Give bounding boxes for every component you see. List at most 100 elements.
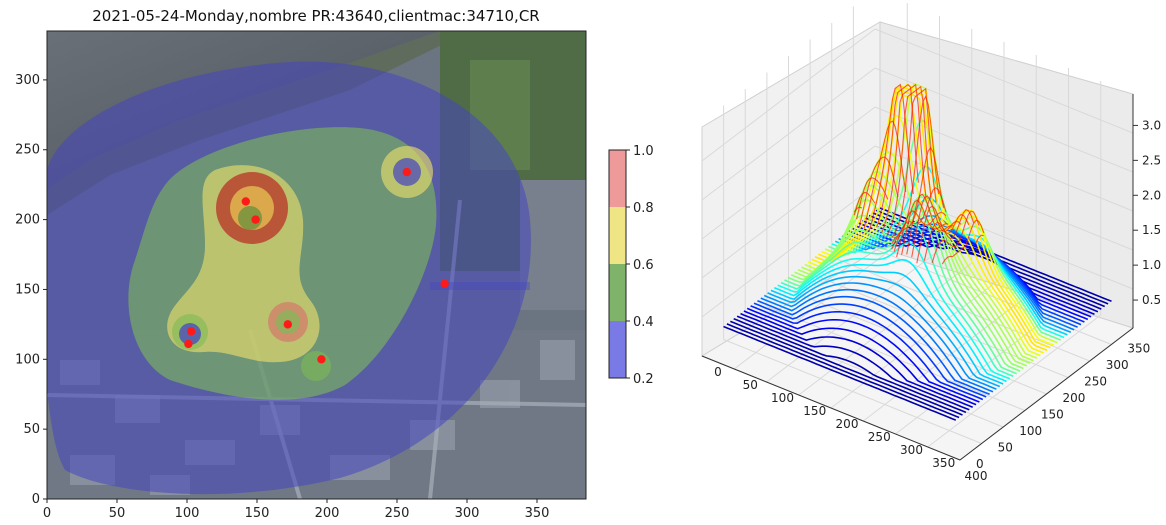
y-tick-label: 50 bbox=[23, 422, 40, 437]
data-point bbox=[241, 197, 250, 206]
x-tick-label-3d: 50 bbox=[743, 378, 758, 392]
surface-contour-line bbox=[736, 315, 970, 411]
y-tick-label-3d: 200 bbox=[1063, 391, 1086, 405]
x-tick-label: 350 bbox=[525, 506, 550, 521]
y-tick-label: 100 bbox=[15, 352, 40, 367]
surface-contour-line bbox=[733, 318, 967, 414]
surface-contour-line bbox=[763, 282, 997, 390]
map-image bbox=[47, 31, 586, 499]
y-axis: 0 50 100 150 200 250 300 bbox=[15, 73, 47, 507]
y-tick-label: 0 bbox=[32, 492, 40, 507]
surface-plot bbox=[723, 82, 1112, 421]
z-ticks-3d: 0.5 1.0 1.5 2.0 2.5 3.0 bbox=[1133, 118, 1161, 307]
surface-peak-line bbox=[868, 83, 914, 232]
surface-contour-line bbox=[777, 241, 1011, 380]
colorbar-bin bbox=[609, 321, 626, 378]
y-tick-label: 200 bbox=[15, 213, 40, 228]
z-tick-label-3d: 3.0 bbox=[1142, 118, 1161, 132]
data-point bbox=[184, 339, 193, 349]
x-tick-label: 150 bbox=[245, 506, 270, 521]
y-axis-3d bbox=[959, 327, 1134, 461]
surface-contour-line bbox=[865, 217, 1099, 313]
y-tick-label: 250 bbox=[15, 143, 40, 158]
colorbar-bin bbox=[609, 150, 626, 207]
data-point bbox=[251, 215, 260, 224]
surface-contour-line bbox=[726, 323, 960, 419]
heatmap-title: 2021-05-24-Monday,nombre PR:43640,client… bbox=[92, 7, 539, 25]
colorbar-tick-label: 1.0 bbox=[633, 144, 654, 159]
z-tick-label-3d: 2.0 bbox=[1142, 188, 1161, 202]
surface-peak-line bbox=[906, 193, 954, 255]
y-tick-label-3d: 100 bbox=[1019, 424, 1042, 438]
x-tick-label-3d: 250 bbox=[868, 430, 891, 444]
x-tick-label: 0 bbox=[43, 506, 51, 521]
surface-peak-line bbox=[881, 83, 927, 233]
z-tick-label-3d: 1.5 bbox=[1142, 223, 1161, 237]
y-tick-label-3d: 50 bbox=[998, 441, 1013, 455]
y-tick-label-3d: 250 bbox=[1084, 375, 1107, 389]
x-tick-label-3d: 150 bbox=[803, 404, 826, 418]
surface-contour-line bbox=[740, 312, 974, 408]
z-tick-label-3d: 0.5 bbox=[1142, 293, 1161, 307]
colorbar-bin bbox=[609, 207, 626, 264]
surface-peak-line bbox=[911, 195, 962, 258]
surface-contour-line bbox=[767, 275, 1001, 388]
surface-contour-line bbox=[757, 295, 990, 396]
x-tick-label: 300 bbox=[455, 506, 480, 521]
surface-panel: 0 50 100 150 200 250 300 350 400 0 50 100 150 200 250… bbox=[700, 3, 1161, 483]
plot-frame bbox=[46, 30, 587, 500]
x-axis: 0 50 100 150 200 250 300 350 bbox=[43, 499, 550, 521]
surface-peak-line bbox=[886, 85, 932, 237]
x-ticks-3d: 0 50 100 150 200 250 300 350 400 bbox=[714, 365, 987, 483]
x-tick-label: 250 bbox=[385, 506, 410, 521]
x-axis-3d bbox=[701, 355, 961, 461]
data-point bbox=[402, 167, 411, 177]
grid-3d bbox=[701, 3, 1134, 448]
surface-contour-line bbox=[743, 310, 977, 406]
x-tick-label-3d: 300 bbox=[900, 443, 923, 457]
x-tick-label-3d: 200 bbox=[836, 417, 859, 431]
surface-contour-line bbox=[730, 320, 963, 416]
surface-peak-line bbox=[975, 234, 984, 244]
surface-contour-line bbox=[770, 269, 1004, 385]
colorbar: 0.2 0.4 0.6 0.8 1.0 bbox=[608, 144, 654, 387]
surface-contour-line bbox=[723, 325, 957, 421]
surface-peak-line bbox=[858, 156, 899, 228]
colorbar-tick-label: 0.4 bbox=[633, 315, 654, 330]
surface-peak-line bbox=[931, 210, 980, 264]
surface-contour-line bbox=[753, 302, 987, 398]
y-tick-label: 150 bbox=[15, 282, 40, 297]
y-ticks-3d: 0 50 100 150 200 250 300 350 bbox=[976, 342, 1150, 472]
y-tick-label: 300 bbox=[15, 73, 40, 88]
surface-peak-line bbox=[856, 177, 889, 220]
surface-peak-line bbox=[901, 199, 949, 255]
scatter-points bbox=[184, 167, 449, 364]
surface-peak-line bbox=[863, 120, 907, 229]
surface-contour-line bbox=[746, 307, 980, 403]
y-tick-label-3d: 350 bbox=[1127, 342, 1150, 356]
x-tick-label: 100 bbox=[175, 506, 200, 521]
y-tick-label-3d: 150 bbox=[1041, 408, 1064, 422]
peak-center bbox=[238, 206, 262, 230]
y-tick-label-3d: 300 bbox=[1106, 358, 1129, 372]
hotspot-s bbox=[301, 351, 331, 381]
x-tick-label-3d: 400 bbox=[965, 469, 988, 483]
surface-peak-line bbox=[876, 83, 919, 228]
data-point bbox=[440, 279, 449, 289]
data-point bbox=[283, 320, 292, 329]
surface-contour-line bbox=[760, 288, 994, 393]
heatmap-panel: 2021-05-24-Monday,nombre PR:43640,client… bbox=[15, 7, 654, 521]
surface-peak-line bbox=[941, 219, 985, 265]
surface-peak-line bbox=[923, 209, 975, 261]
x-tick-label-3d: 100 bbox=[771, 391, 794, 405]
data-point bbox=[187, 327, 196, 336]
surface-contour-line bbox=[750, 305, 984, 401]
z-tick-label-3d: 1.0 bbox=[1142, 258, 1161, 272]
data-point bbox=[317, 355, 326, 364]
surface-contour-line bbox=[774, 258, 1007, 383]
z-tick-label-3d: 2.5 bbox=[1142, 153, 1161, 167]
x-tick-label: 200 bbox=[315, 506, 340, 521]
x-tick-label-3d: 0 bbox=[714, 365, 722, 379]
colorbar-tick-label: 0.2 bbox=[633, 372, 654, 387]
